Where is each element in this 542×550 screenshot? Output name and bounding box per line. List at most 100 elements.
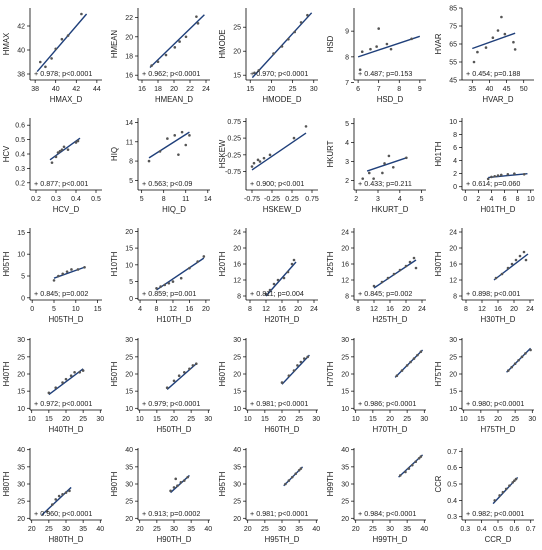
data-point (165, 386, 169, 390)
data-point (166, 137, 169, 140)
x-axis-label: HCV_D (53, 205, 80, 214)
y-tick-label: 10 (341, 406, 349, 413)
data-point (253, 71, 256, 75)
data-point (292, 258, 296, 262)
stat-label: + 0.900; p<0.001 (250, 179, 304, 188)
data-point (486, 177, 490, 181)
stat-label: + 0.487; p=0.153 (358, 69, 412, 78)
y-tick-label: 25 (341, 354, 349, 361)
data-point (377, 27, 380, 30)
data-point (417, 456, 421, 460)
data-point (522, 172, 526, 176)
data-point (287, 374, 291, 378)
data-point (282, 276, 286, 280)
y-tick-label: 3 (345, 159, 349, 166)
x-tick-label: 0 (463, 196, 467, 203)
data-point (511, 481, 515, 484)
data-point (387, 154, 391, 158)
data-point (392, 272, 396, 276)
data-point (188, 367, 191, 371)
data-point (506, 172, 510, 176)
data-point (70, 268, 73, 271)
data-point (508, 484, 511, 487)
data-point (302, 357, 306, 360)
data-point (410, 37, 413, 41)
y-axis-label: HMODE (218, 29, 227, 58)
fit-line (36, 13, 88, 73)
data-point (280, 45, 284, 48)
data-point (262, 156, 266, 160)
fit-line (281, 354, 310, 385)
data-point (290, 262, 294, 266)
y-tick-label: 30 (17, 337, 25, 344)
y-tick-label: 12 (233, 278, 241, 285)
data-point (493, 499, 497, 502)
x-tick-label: 10 (460, 416, 468, 423)
x-tick-label: 24 (526, 306, 534, 313)
data-point (304, 125, 308, 128)
y-tick-label: 22 (125, 15, 133, 22)
data-point (196, 260, 199, 263)
x-tick-label: 11 (182, 196, 189, 203)
data-point (50, 57, 53, 60)
x-tick-label: 5 (52, 306, 56, 313)
data-point (496, 174, 500, 177)
y-tick-label: 8 (453, 132, 457, 139)
panel-h80th: 20 25 30 35 40 20 25 30 35 40 + 0.960; p<0.0001 H80… (2, 447, 104, 544)
y-tick-label: 0.6 (15, 123, 25, 130)
data-point (498, 494, 501, 497)
data-point (506, 266, 510, 270)
data-point (299, 21, 303, 24)
y-tick-label: 30 (233, 482, 241, 489)
stat-label: + 0.978; p<0.0001 (34, 69, 92, 78)
y-axis-label: H99TH (326, 472, 335, 497)
panel-h05th: 0 5 10 15 0 5 10 15 + 0.845; p=0.002 H05TH_D H05TH (2, 228, 102, 324)
x-tick-label: 8 (248, 306, 252, 313)
x-tick-label: 20 (352, 526, 360, 533)
data-point (180, 130, 184, 134)
data-point (74, 141, 78, 144)
panel-hvar: 45 55 65 75 85 35 40 45 50 + 0.454; p=0.188 HVAR_D… (434, 6, 534, 104)
data-point (513, 48, 517, 51)
y-tick-label: 12 (449, 278, 457, 285)
x-axis-label: H70TH_D (373, 425, 408, 434)
x-tick-label: 7 (377, 86, 381, 93)
data-point (407, 467, 411, 470)
y-tick-label: 0.25 (227, 136, 241, 143)
stat-label: + 0.877; p<0.001 (34, 179, 88, 188)
panel-h20th: 8 12 16 20 24 8 12 16 20 24 + 0.811; p=0.004 H20TH_… (218, 228, 318, 324)
x-tick-label: 8 (397, 86, 401, 93)
x-tick-label: 42 (72, 86, 80, 93)
x-tick-label: 35 (79, 526, 87, 533)
y-tick-label: 20 (233, 246, 241, 253)
data-point (172, 379, 176, 383)
panel-hmean: 16 18 20 22 16 18 20 22 24 + 0.962; p<0.0001 HMEAN… (110, 8, 210, 104)
y-axis-label: H40TH (2, 362, 11, 387)
data-point (182, 479, 186, 482)
data-point (57, 274, 60, 278)
y-tick-label: 20 (233, 516, 241, 523)
y-tick-label: 0.6 (447, 465, 457, 472)
x-tick-label: 8 (356, 306, 360, 313)
data-point (250, 165, 254, 168)
y-tick-label: 16 (341, 262, 349, 269)
y-tick-label: 40 (233, 447, 241, 454)
x-tick-label: 0.7 (526, 526, 536, 533)
data-point (398, 474, 402, 477)
y-tick-label: 20 (341, 246, 349, 253)
y-tick-label: 8 (345, 294, 349, 301)
x-tick-label: 10 (72, 306, 80, 313)
y-axis-label: H01TH (434, 142, 443, 167)
fit-line (394, 349, 424, 378)
x-tick-label: 15 (94, 306, 102, 313)
data-point (50, 503, 54, 506)
x-axis-label: H50TH_D (157, 425, 192, 434)
x-tick-label: 9 (418, 86, 422, 93)
x-axis-label: HMAX_D (50, 95, 83, 104)
y-tick-label: 24 (233, 230, 241, 237)
x-tick-label: 15 (153, 416, 161, 423)
data-point (412, 256, 416, 260)
data-point (272, 52, 275, 55)
stat-label: + 0.898; p<0.001 (466, 289, 520, 298)
y-tick-label: 15 (233, 73, 241, 80)
